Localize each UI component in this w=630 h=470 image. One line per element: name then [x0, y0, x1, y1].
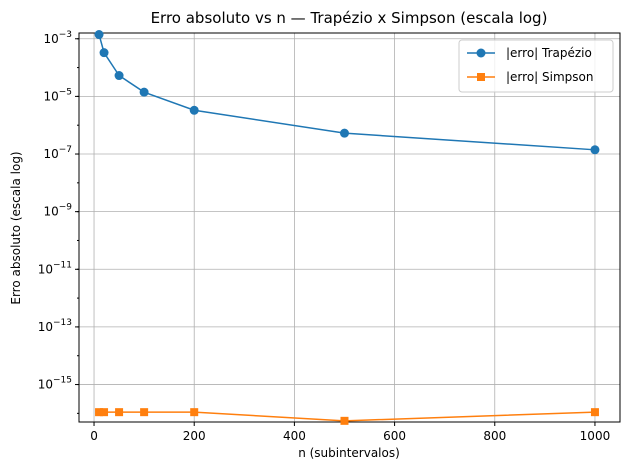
x-axis-label: n (subintervalos) — [298, 446, 400, 460]
series-layer — [94, 30, 600, 425]
y-tick-label: 10−15 — [38, 376, 72, 392]
x-tick-label: 200 — [183, 429, 206, 443]
data-point-trapezio — [99, 48, 109, 58]
x-tick-label: 800 — [483, 429, 506, 443]
legend: |erro| Trapézio |erro| Simpson — [458, 39, 614, 93]
legend-marker-simpson — [477, 73, 485, 81]
data-point-trapezio — [339, 128, 349, 138]
y-tick-label: 10−9 — [43, 203, 72, 219]
data-point-simpson — [115, 408, 124, 417]
x-tick-label: 400 — [283, 429, 306, 443]
x-tick-label: 0 — [90, 429, 98, 443]
legend-marker-trapezio — [476, 48, 486, 58]
y-tick-label: 10−5 — [43, 87, 72, 103]
legend-label-simpson: |erro| Simpson — [506, 70, 593, 84]
data-point-trapezio — [189, 105, 199, 115]
chart-title: Erro absoluto vs n — Trapézio x Simpson … — [151, 9, 548, 27]
y-axis-label: Erro absoluto (escala log) — [9, 151, 23, 304]
x-axis: 0 200 400 600 800 1000 — [90, 422, 610, 443]
plot-frame — [78, 32, 621, 423]
data-point-trapezio — [590, 145, 600, 155]
legend-label-trapezio: |erro| Trapézio — [506, 46, 592, 60]
x-tick-label: 600 — [383, 429, 406, 443]
data-point-trapezio — [94, 30, 104, 40]
y-axis: 10−3 10−5 10−7 10−9 10−11 10−13 10−15 — [38, 30, 79, 414]
data-point-simpson — [140, 408, 149, 417]
data-point-simpson — [340, 416, 349, 425]
data-point-trapezio — [114, 71, 124, 81]
y-tick-label: 10−13 — [38, 318, 72, 334]
y-tick-label: 10−3 — [43, 30, 72, 46]
y-tick-label: 10−7 — [43, 145, 72, 161]
data-point-simpson — [100, 408, 109, 417]
legend-box — [458, 39, 614, 93]
data-point-simpson — [95, 408, 104, 417]
y-tick-label: 10−11 — [38, 260, 72, 276]
x-tick-label: 1000 — [580, 429, 611, 443]
data-point-simpson — [190, 408, 199, 417]
data-point-trapezio — [139, 87, 149, 97]
data-point-simpson — [590, 408, 599, 417]
grid — [79, 33, 620, 422]
